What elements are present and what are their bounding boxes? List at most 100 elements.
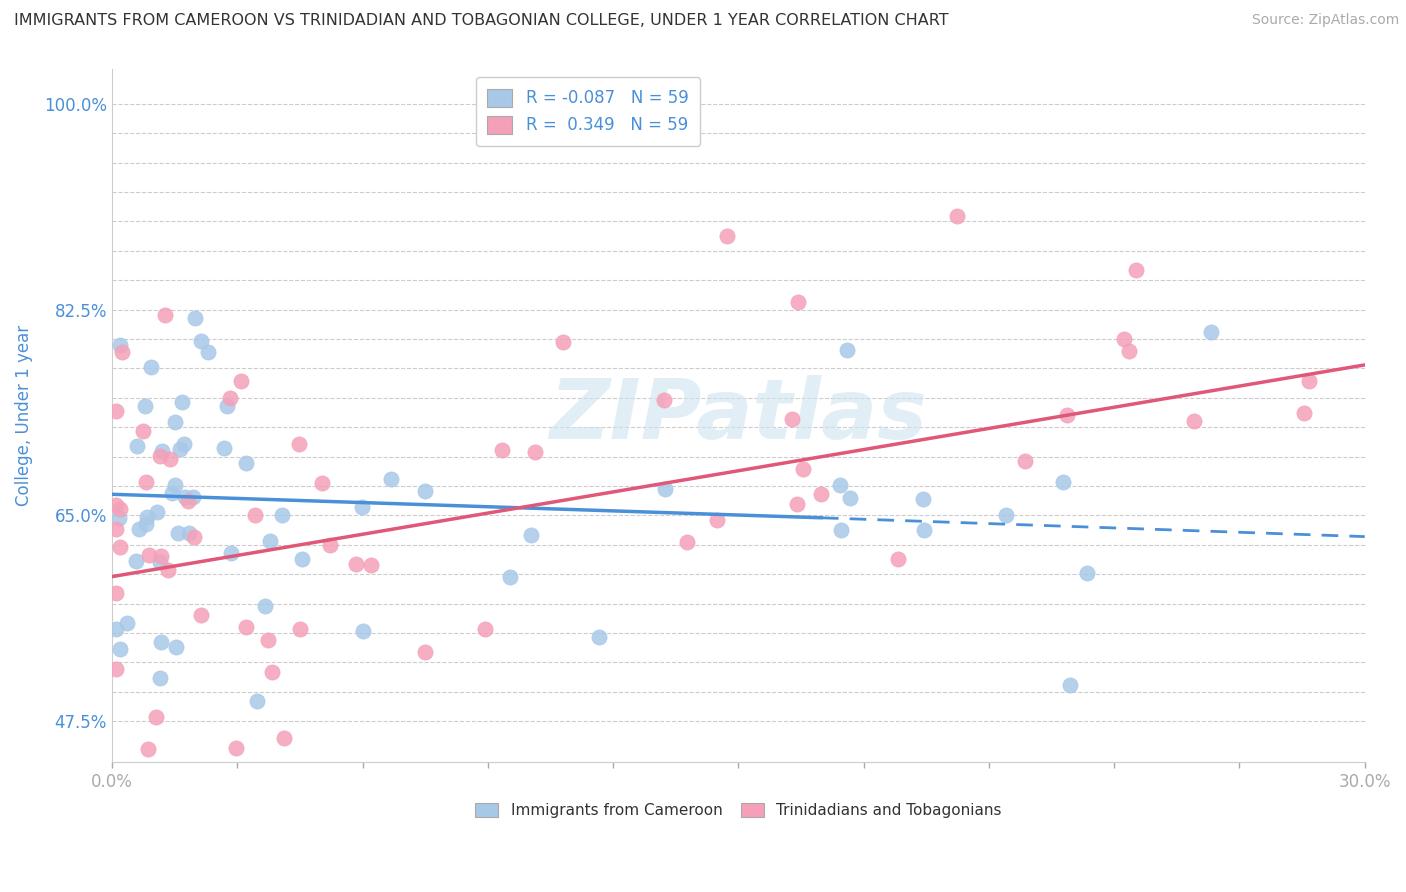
Point — [149, 450, 172, 464]
Point — [780, 412, 803, 426]
Point — [1199, 326, 1222, 340]
Point — [1125, 262, 1147, 277]
Point — [551, 335, 574, 350]
Point — [887, 552, 910, 566]
Point — [150, 549, 173, 564]
Point — [212, 441, 235, 455]
Y-axis label: College, Under 1 year: College, Under 1 year — [15, 325, 32, 506]
Point — [218, 391, 240, 405]
Point — [159, 452, 181, 467]
Point — [319, 538, 342, 552]
Point — [911, 491, 934, 506]
Point — [176, 494, 198, 508]
Point — [138, 549, 160, 563]
Point — [150, 444, 173, 458]
Point — [288, 436, 311, 450]
Point — [716, 228, 738, 243]
Point — [141, 359, 163, 374]
Point — [145, 710, 167, 724]
Text: Source: ZipAtlas.com: Source: ZipAtlas.com — [1251, 13, 1399, 28]
Point — [271, 508, 294, 522]
Point — [1118, 344, 1140, 359]
Point — [235, 620, 257, 634]
Point — [105, 622, 128, 636]
Point — [253, 599, 276, 613]
Point — [352, 500, 374, 514]
Point — [654, 482, 676, 496]
Point — [110, 338, 132, 352]
Point — [165, 640, 187, 654]
Point — [1076, 566, 1098, 580]
Point — [499, 570, 522, 584]
Point — [291, 552, 314, 566]
Point — [995, 508, 1018, 522]
Point — [156, 563, 179, 577]
Point — [676, 534, 699, 549]
Point — [105, 404, 128, 418]
Point — [132, 425, 155, 439]
Point — [835, 343, 858, 357]
Point — [105, 586, 128, 600]
Point — [828, 477, 851, 491]
Point — [1056, 409, 1078, 423]
Point — [217, 399, 239, 413]
Point — [173, 490, 195, 504]
Point — [105, 522, 128, 536]
Point — [183, 530, 205, 544]
Point — [413, 644, 436, 658]
Point — [519, 528, 541, 542]
Point — [1292, 406, 1315, 420]
Point — [136, 741, 159, 756]
Point — [181, 490, 204, 504]
Point — [179, 525, 201, 540]
Point — [163, 415, 186, 429]
Text: IMMIGRANTS FROM CAMEROON VS TRINIDADIAN AND TOBAGONIAN COLLEGE, UNDER 1 YEAR COR: IMMIGRANTS FROM CAMEROON VS TRINIDADIAN … — [14, 13, 949, 29]
Point — [134, 399, 156, 413]
Point — [273, 731, 295, 745]
Legend: Immigrants from Cameroon, Trinidadians and Tobagonians: Immigrants from Cameroon, Trinidadians a… — [470, 797, 1008, 824]
Point — [652, 392, 675, 407]
Point — [108, 510, 131, 524]
Point — [1182, 414, 1205, 428]
Point — [190, 607, 212, 622]
Point — [262, 665, 284, 680]
Point — [125, 439, 148, 453]
Point — [184, 311, 207, 326]
Point — [344, 557, 367, 571]
Point — [136, 509, 159, 524]
Point — [146, 505, 169, 519]
Point — [110, 540, 132, 554]
Point — [160, 486, 183, 500]
Point — [830, 523, 852, 537]
Point — [1114, 332, 1136, 346]
Point — [1059, 678, 1081, 692]
Point — [190, 334, 212, 349]
Point — [380, 472, 402, 486]
Point — [588, 630, 610, 644]
Point — [706, 513, 728, 527]
Point — [219, 546, 242, 560]
Point — [105, 498, 128, 512]
Text: ZIPatlas: ZIPatlas — [550, 375, 928, 456]
Point — [491, 443, 513, 458]
Point — [839, 491, 862, 505]
Point — [166, 526, 188, 541]
Point — [786, 497, 808, 511]
Point — [149, 555, 172, 569]
Point — [173, 436, 195, 450]
Point — [311, 476, 333, 491]
Point — [229, 374, 252, 388]
Point — [290, 622, 312, 636]
Point — [1052, 475, 1074, 489]
Point — [259, 533, 281, 548]
Point — [155, 308, 177, 322]
Point — [163, 478, 186, 492]
Point — [246, 694, 269, 708]
Point — [1014, 454, 1036, 468]
Point — [243, 508, 266, 523]
Point — [108, 502, 131, 516]
Point — [172, 395, 194, 409]
Point — [912, 523, 935, 537]
Point — [148, 671, 170, 685]
Point — [523, 445, 546, 459]
